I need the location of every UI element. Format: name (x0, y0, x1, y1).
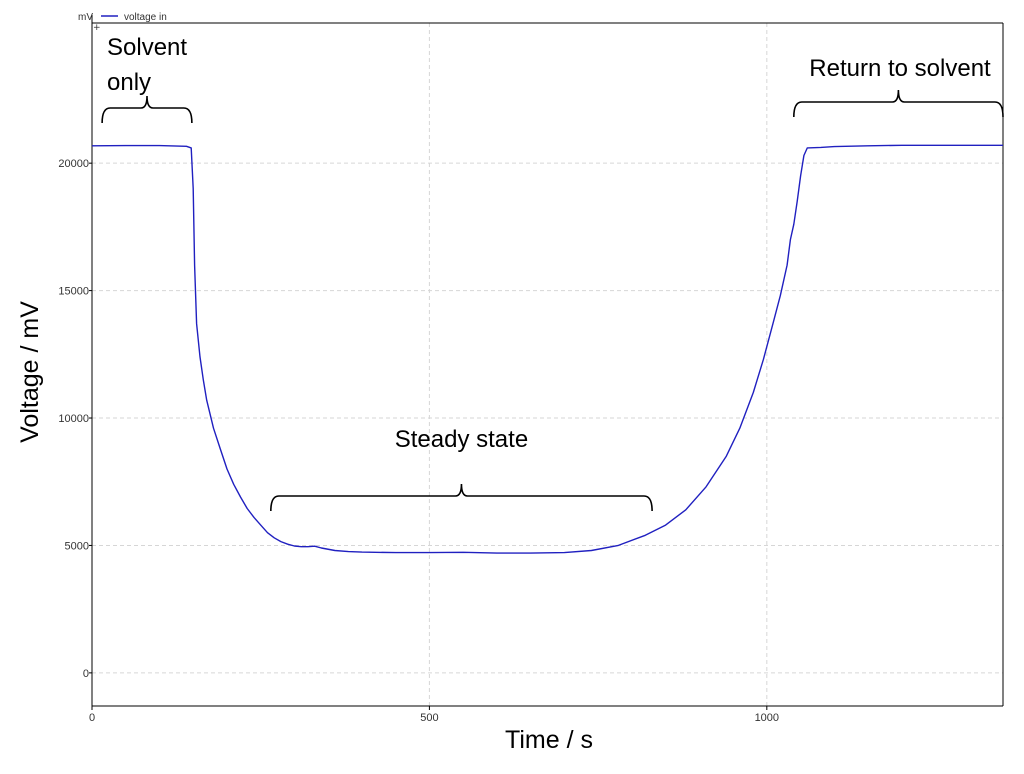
legend-label: voltage in (124, 12, 167, 23)
annotation-label: Return to solvent (809, 55, 991, 82)
annotations: Solvent only Steady state Return to solvent (101, 34, 1004, 512)
annotation-brace (793, 89, 1004, 118)
y-tick-label: 0 (83, 668, 89, 680)
annotation-label: only (107, 69, 151, 96)
x-axis-title: Time / s (505, 726, 593, 754)
series-line-voltage-in (91, 144, 1003, 554)
gridlines (92, 23, 1003, 706)
y-axis-title: Voltage / mV (16, 301, 44, 443)
annotation-brace (101, 95, 193, 124)
tick-labels: 0 5000 10000 15000 20000 0 500 1000 (58, 158, 779, 724)
y-tick-label: 15000 (58, 286, 89, 298)
legend: mV voltage in + (78, 12, 167, 33)
y-tick-label: 5000 (65, 540, 89, 552)
annotation-label: Solvent (107, 34, 187, 61)
y-unit-label: mV (78, 12, 93, 23)
annotation-brace (270, 483, 653, 512)
axes (89, 15, 1004, 710)
x-tick-label: 1000 (755, 712, 779, 724)
x-tick-label: 500 (420, 712, 438, 724)
series-layer (91, 144, 1003, 554)
y-tick-label: 20000 (58, 158, 89, 170)
y-tick-label: 10000 (58, 413, 89, 425)
axis-marker-icon: + (93, 23, 101, 33)
annotation-label: Steady state (395, 426, 528, 453)
x-tick-label: 0 (89, 712, 95, 724)
